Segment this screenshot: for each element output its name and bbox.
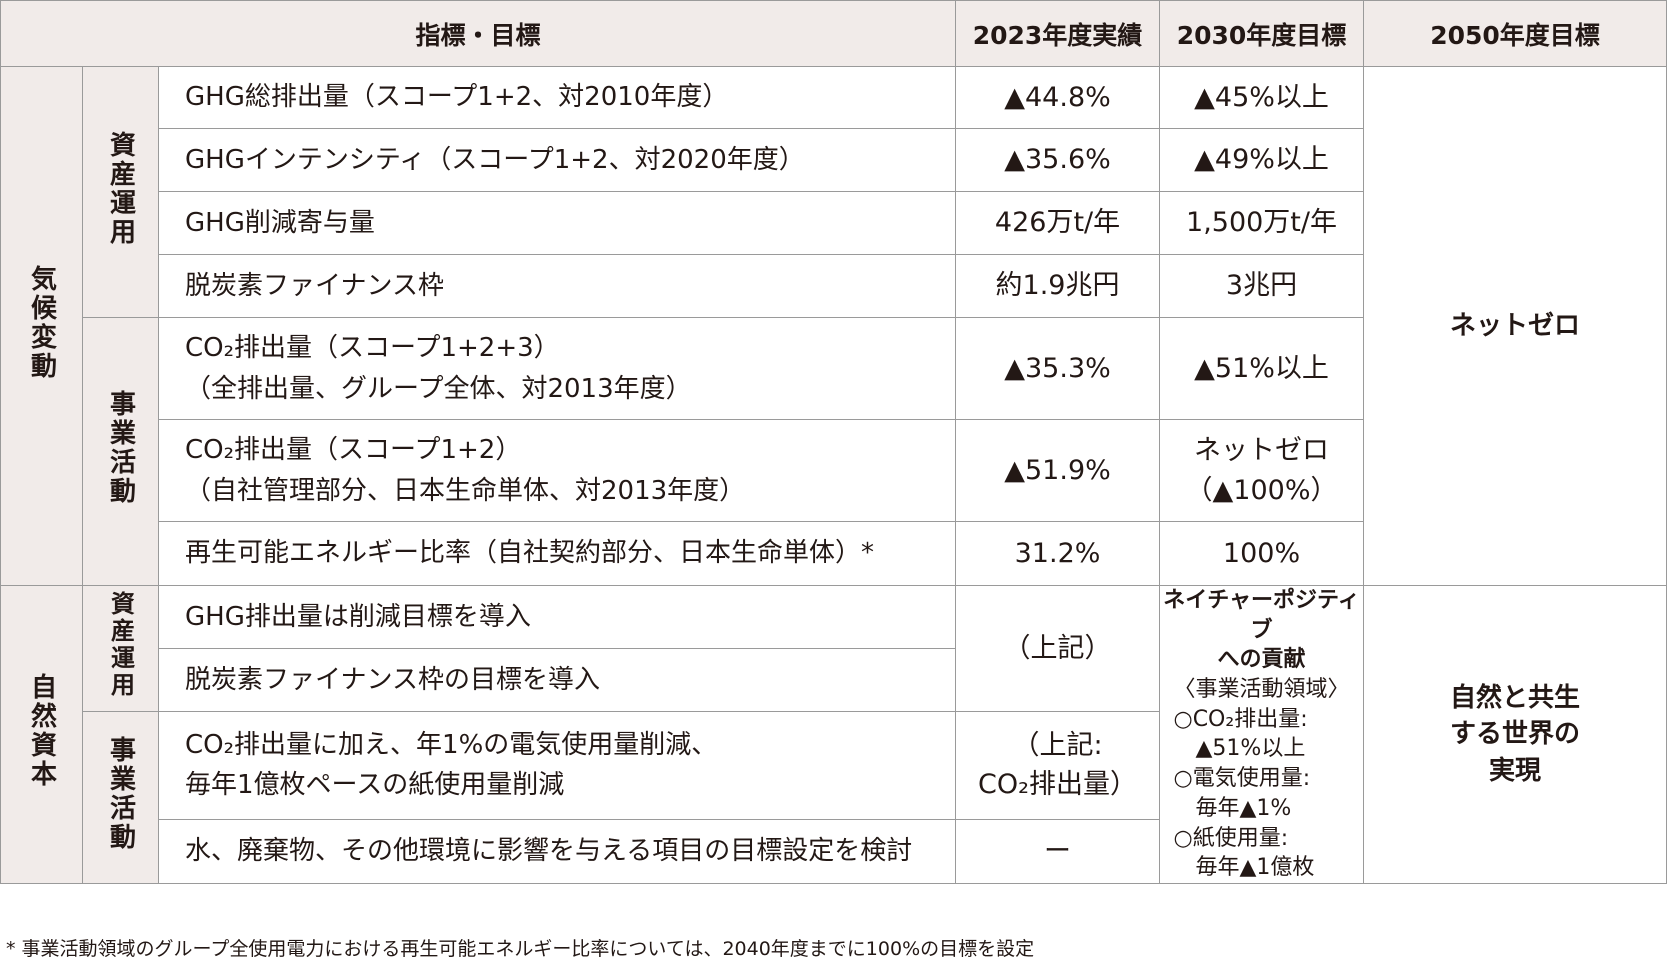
footnote: * 事業活動領域のグループ全使用電力における再生可能エネルギー比率については、2…: [6, 938, 1035, 960]
indicator-cell: CO₂排出量（スコープ1+2+3） （全排出量、グループ全体、対2013年度）: [157, 317, 957, 420]
target-2050-nature: 自然と共生 する世界の 実現: [1363, 585, 1668, 884]
target-2030-cell: ▲51%以上: [1159, 317, 1365, 420]
indicator-cell: GHG削減寄与量: [157, 191, 957, 255]
table-row: 脱炭素ファイナンス枠の目標を導入: [1, 648, 1667, 712]
header-2050-targets: 2050年度目標: [1363, 0, 1668, 67]
target-2030-cell: 3兆円: [1159, 254, 1365, 318]
subcategory-business-activities: 事業活動: [82, 317, 159, 586]
header-indicator: 指標・目標: [0, 0, 957, 67]
list-item: ○紙使用量:: [1173, 825, 1289, 851]
header-2023-results: 2023年度実績: [955, 0, 1161, 67]
result-2023-cell: ▲44.8%: [955, 66, 1161, 129]
result-2023-cell: ▲35.6%: [955, 128, 1161, 192]
table-row: 事業活動 CO₂排出量に加え、年1%の電気使用量削減、 毎年1億枚ペースの紙使用…: [1, 711, 1667, 884]
table-row: 事業活動 CO₂排出量（スコープ1+2+3） （全排出量、グループ全体、対201…: [1, 317, 1667, 586]
target-2030-cell: ▲45%以上: [1159, 66, 1365, 129]
subcategory-asset-management: 資産運用: [82, 585, 159, 712]
header-row: 指標・目標 2023年度実績 2030年度目標 2050年度目標: [0, 0, 1668, 67]
table-row: 自然資本 資産運用 GHG排出量は削減目標を導入 （上記） ネイチャーポジティブ…: [0, 585, 1668, 884]
result-2023-cell: 426万t/年: [955, 191, 1161, 255]
header-2030-targets: 2030年度目標: [1159, 0, 1365, 67]
table-row: 水、廃棄物、その他環境に影響を与える項目の目標設定を検討 ー: [1, 818, 1667, 884]
nature-positive-list: 〈事業活動領域〉 ○CO₂排出量: ▲51%以上 ○電気使用量: 毎年▲1% ○…: [1174, 675, 1350, 883]
result-2023-cell: （上記）: [955, 585, 1161, 712]
list-item: ○CO₂排出量:: [1173, 706, 1308, 732]
nature-positive-title: ネイチャーポジティブ への貢献: [1163, 588, 1360, 673]
category-nature: 自然資本: [0, 585, 83, 884]
category-climate: 気候変動: [0, 66, 83, 586]
indicator-cell: GHG総排出量（スコープ1+2、対2010年度）: [157, 66, 957, 129]
list-item: ○電気使用量:: [1173, 766, 1311, 792]
result-2023-cell: ー: [955, 818, 1161, 884]
result-2023-cell: （上記: CO₂排出量）: [955, 711, 1161, 820]
result-2023-cell: ▲51.9%: [955, 419, 1161, 522]
result-2023-cell: 31.2%: [955, 521, 1161, 586]
table-row: 気候変動 資産運用 GHG総排出量（スコープ1+2、対2010年度） ▲44.8…: [0, 66, 1668, 586]
result-2023-cell: ▲35.3%: [955, 317, 1161, 420]
indicator-cell: 再生可能エネルギー比率（自社契約部分、日本生命単体）*: [157, 521, 957, 586]
indicator-cell: 脱炭素ファイナンス枠の目標を導入: [157, 648, 957, 712]
table-row: 再生可能エネルギー比率（自社契約部分、日本生命単体）* 31.2% 100%: [1, 521, 1667, 586]
target-2030-cell: ▲49%以上: [1159, 128, 1365, 192]
indicator-cell: CO₂排出量（スコープ1+2） （自社管理部分、日本生命単体、対2013年度）: [157, 419, 957, 522]
target-2030-cell: 100%: [1159, 521, 1365, 586]
indicator-cell: 水、廃棄物、その他環境に影響を与える項目の目標設定を検討: [157, 818, 957, 884]
indicator-cell: CO₂排出量に加え、年1%の電気使用量削減、 毎年1億枚ペースの紙使用量削減: [157, 711, 957, 820]
subcategory-business-activities: 事業活動: [82, 711, 159, 884]
targets-table: 指標・目標 2023年度実績 2030年度目標 2050年度目標 気候変動 資産…: [0, 0, 1668, 884]
list-item-value: 毎年▲1%: [1195, 795, 1292, 821]
target-2050-climate: ネットゼロ: [1363, 66, 1668, 586]
table-row: CO₂排出量（スコープ1+2） （自社管理部分、日本生命単体、対2013年度） …: [1, 419, 1667, 522]
indicator-cell: GHGインテンシティ（スコープ1+2、対2020年度）: [157, 128, 957, 192]
indicator-cell: 脱炭素ファイナンス枠: [157, 254, 957, 318]
nature-positive-target: ネイチャーポジティブ への貢献 〈事業活動領域〉 ○CO₂排出量: ▲51%以上…: [1159, 585, 1365, 884]
list-item-value: ▲51%以上: [1195, 736, 1306, 762]
target-2030-cell: ネットゼロ （▲100%）: [1159, 419, 1365, 522]
table-row: GHGインテンシティ（スコープ1+2、対2020年度） ▲35.6% ▲49%以…: [1, 128, 1667, 192]
result-2023-cell: 約1.9兆円: [955, 254, 1161, 318]
indicator-cell: GHG排出量は削減目標を導入: [157, 585, 957, 649]
list-item-value: 毎年▲1億枚: [1195, 855, 1315, 881]
nature-positive-scope: 〈事業活動領域〉: [1173, 677, 1350, 703]
subcategory-asset-management: 資産運用: [82, 66, 159, 318]
target-2030-cell: 1,500万t/年: [1159, 191, 1365, 255]
